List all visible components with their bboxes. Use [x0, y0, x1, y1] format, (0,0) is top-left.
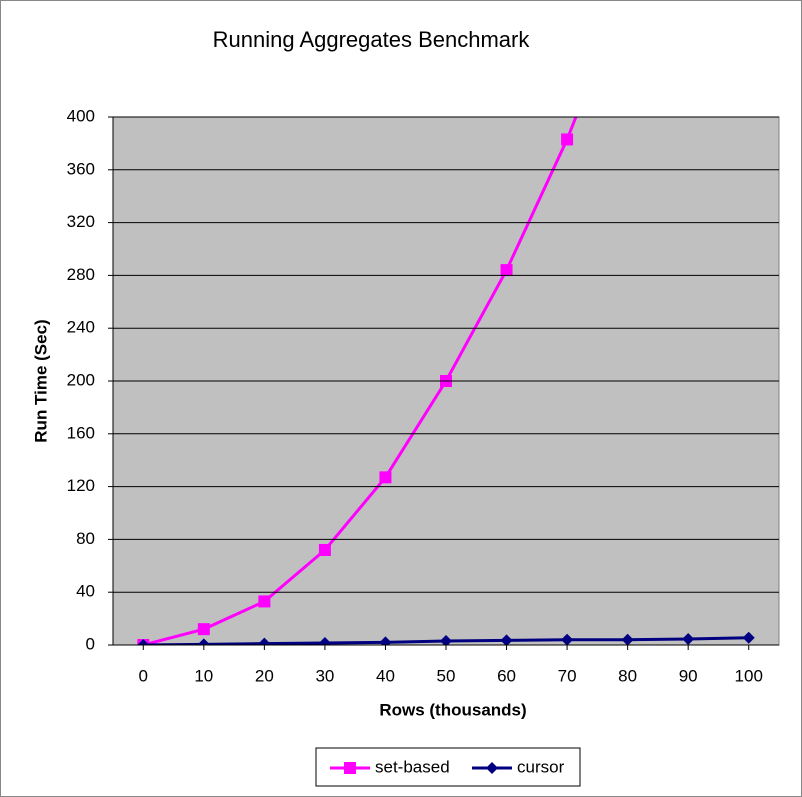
- x-tick-label: 100: [735, 666, 763, 685]
- y-tick-label: 0: [86, 634, 95, 653]
- x-tick-label: 90: [679, 666, 698, 685]
- marker: [500, 634, 513, 645]
- x-tick-label: 60: [497, 666, 516, 685]
- marker: [440, 635, 452, 645]
- y-tick-label: 120: [67, 476, 95, 495]
- y-tick-label: 240: [67, 318, 95, 337]
- y-axis-title: Run Time (Sec): [31, 319, 50, 442]
- x-tick-label: 50: [437, 666, 456, 685]
- y-tick-label: 80: [76, 529, 95, 548]
- marker: [742, 631, 755, 644]
- marker: [318, 543, 331, 556]
- legend-label: set-based: [375, 757, 450, 776]
- y-tick-label: 160: [67, 423, 95, 442]
- plot-content: [137, 117, 755, 645]
- y-tick-label: 280: [67, 265, 95, 284]
- y-tick-label: 400: [67, 106, 95, 125]
- marker: [379, 471, 392, 484]
- x-tick-label: 70: [558, 666, 577, 685]
- marker: [318, 637, 331, 645]
- marker: [682, 633, 695, 645]
- marker: [561, 633, 574, 645]
- marker: [621, 633, 634, 645]
- marker: [197, 623, 210, 636]
- marker: [258, 595, 271, 608]
- x-tick-label: 20: [255, 666, 274, 685]
- x-tick-label: 10: [194, 666, 213, 685]
- legend-marker: [486, 762, 498, 774]
- legend-label: cursor: [517, 757, 565, 776]
- x-tick-label: 30: [315, 666, 334, 685]
- y-tick-label: 360: [67, 159, 95, 178]
- y-tick-label: 320: [67, 212, 95, 231]
- marker: [379, 636, 392, 645]
- legend-marker: [344, 762, 356, 774]
- x-axis-title: Rows (thousands): [379, 700, 526, 719]
- marker: [197, 638, 210, 645]
- chart-title: Running Aggregates Benchmark: [213, 27, 531, 52]
- y-tick-label: 200: [67, 370, 95, 389]
- marker: [258, 637, 271, 645]
- marker: [500, 264, 513, 277]
- x-tick-label: 0: [139, 666, 148, 685]
- x-tick-label: 80: [618, 666, 637, 685]
- marker: [561, 133, 574, 146]
- y-tick-label: 40: [76, 582, 95, 601]
- x-tick-label: 40: [376, 666, 395, 685]
- marker: [137, 639, 150, 645]
